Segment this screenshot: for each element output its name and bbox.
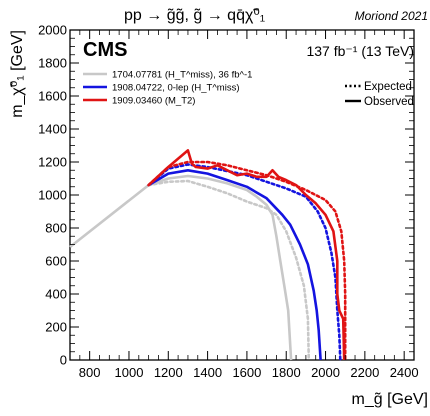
x-tick-label: 1200 [154,365,183,380]
luminosity-label: 137 fb⁻¹ (13 TeV) [306,43,414,59]
legend-entry-label: 1704.07781 (H_T^miss), 36 fb^-1 [112,70,252,81]
y-tick-label: 1400 [38,122,67,137]
chart-title: pp → g̃g̃, g̃ → qq̄χ̃⁰₁ [124,7,265,24]
chart-credit: Moriond 2021 [355,9,428,23]
x-tick-label: 1600 [232,365,261,380]
y-tick-label: 800 [45,221,67,236]
y-tick-label: 2000 [38,23,67,38]
expected-line-mt2 [147,160,347,362]
observed-line-zero-lep-htmiss [147,169,322,361]
x-tick-label: 800 [79,365,101,380]
expected-line-prior-36fb [147,179,311,362]
x-tick-label: 1800 [272,365,301,380]
y-tick-label: 400 [45,287,67,302]
observed-line-prior-36fb [69,174,293,361]
x-tick-label: 2400 [390,365,419,380]
observed-line-mt2 [147,149,346,361]
y-tick-label: 0 [60,353,67,368]
y-tick-label: 1000 [38,188,67,203]
experiment-label: CMS [83,39,127,61]
legend-style-label: Expected [364,81,412,93]
x-tick-label: 2000 [311,365,340,380]
x-tick-label: 1000 [115,365,144,380]
y-axis-title: m_χ̃⁰₁ [GeV] [9,30,26,118]
y-tick-label: 1200 [38,155,67,170]
y-tick-label: 1800 [38,56,67,71]
x-axis-title: m_g̃ [GeV] [352,391,428,408]
y-tick-label: 200 [45,320,67,335]
legend-entry-label: 1909.03460 (M_T2) [112,96,195,107]
y-tick-label: 1600 [38,89,67,104]
y-tick-label: 600 [45,254,67,269]
x-tick-label: 2200 [350,365,379,380]
legend-style-label: Observed [364,96,414,108]
x-tick-label: 1400 [193,365,222,380]
legend-entry-label: 1908.04722, 0-lep (H_T^miss) [112,83,240,94]
